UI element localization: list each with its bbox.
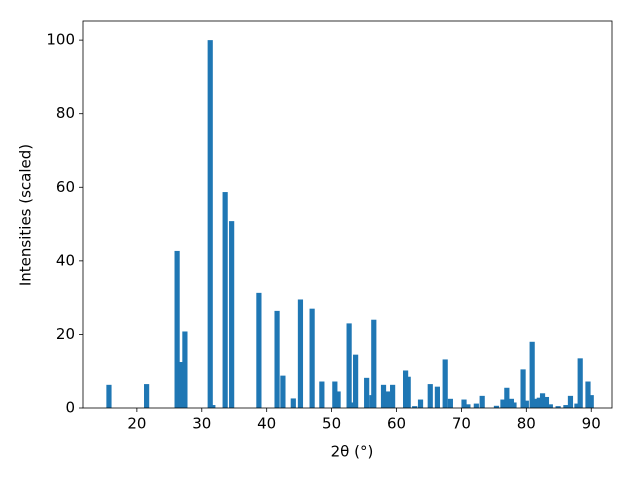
bar (229, 221, 235, 408)
bar (297, 299, 304, 408)
bar (380, 384, 387, 408)
bar (417, 399, 424, 408)
bar (479, 395, 485, 408)
bar (353, 354, 359, 408)
bar (332, 381, 338, 408)
bar (178, 362, 184, 408)
bar (210, 405, 216, 408)
bar (319, 381, 325, 408)
x-tick-label: 40 (257, 415, 276, 433)
bar (434, 386, 440, 408)
bar (182, 331, 188, 408)
bar (447, 398, 453, 408)
bar (473, 403, 479, 408)
x-tick-label: 50 (322, 415, 341, 433)
bar (493, 405, 500, 408)
bar (290, 398, 296, 408)
bar (555, 406, 561, 408)
bar (207, 40, 213, 409)
y-axis-label: Intensities (scaled) (17, 144, 35, 286)
bar (364, 377, 370, 408)
bar (585, 381, 591, 408)
bar (588, 395, 594, 408)
y-tick-label: 0 (65, 399, 75, 417)
bar (274, 310, 280, 408)
bar (346, 323, 352, 408)
bar (412, 406, 418, 408)
x-tick-label: 60 (387, 415, 406, 433)
bar (577, 358, 583, 408)
bar (384, 391, 391, 408)
bar (405, 376, 411, 408)
x-tick-label: 70 (452, 415, 471, 433)
x-tick-label: 90 (582, 415, 601, 433)
y-tick-label: 80 (56, 104, 75, 122)
bar (529, 341, 535, 408)
bar (543, 396, 550, 408)
bar (523, 400, 529, 408)
bar (222, 192, 228, 408)
bar (539, 393, 546, 408)
bar (567, 395, 574, 408)
bar (461, 399, 467, 408)
bar (520, 369, 526, 408)
bar (465, 404, 471, 408)
bar (442, 359, 448, 408)
y-tick-label: 100 (46, 31, 75, 49)
bar (500, 399, 506, 408)
bar (563, 405, 569, 408)
x-axis-label: 2θ (°) (331, 443, 374, 461)
bar (371, 319, 377, 408)
x-tick-label: 20 (127, 415, 146, 433)
bar (511, 402, 517, 408)
bar (402, 370, 409, 408)
bar (574, 403, 580, 408)
plot-frame (82, 20, 613, 409)
bar (532, 398, 539, 408)
bar (427, 384, 433, 408)
y-tick-label: 40 (56, 251, 75, 269)
bar (349, 402, 355, 408)
bar (547, 404, 553, 408)
bar (309, 308, 315, 408)
bar (256, 292, 262, 408)
x-tick-label: 80 (517, 415, 536, 433)
y-tick-label: 60 (56, 178, 75, 196)
bar (536, 397, 542, 408)
bar (174, 250, 180, 408)
y-tick-label: 20 (56, 325, 75, 343)
bar (390, 384, 396, 408)
bar (335, 391, 341, 408)
bar (144, 384, 150, 408)
x-tick-label: 30 (192, 415, 211, 433)
bar (106, 384, 112, 408)
bar (280, 375, 286, 408)
bar (504, 387, 510, 408)
